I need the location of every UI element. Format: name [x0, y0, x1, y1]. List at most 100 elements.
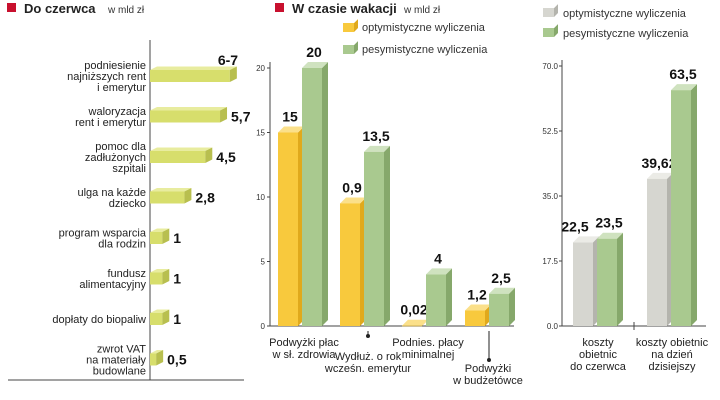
hbar-5-front — [150, 272, 163, 285]
hbar-category-label-5-line: fundusz — [107, 268, 146, 280]
panel3-ytick-label-4: 70.0 — [542, 62, 558, 71]
panel3-bar-0-0-front — [573, 242, 593, 326]
panel2-value-label-0-1: 20 — [306, 44, 322, 60]
panel2-bar-0-1-top — [302, 62, 328, 68]
panel2-bar-2-0-top — [402, 319, 428, 326]
panel2-bar-2-1-top — [426, 268, 452, 275]
panel2-value-label-3-1: 2,5 — [491, 270, 511, 286]
panel1-unit: w mld zł — [107, 5, 145, 16]
panel2-bar-0-0 — [278, 126, 304, 326]
hbar-0-end — [229, 66, 237, 82]
panel3-ytick-label-3: 52.5 — [542, 127, 558, 136]
panel2-bar-0-1-front — [302, 68, 322, 326]
panel2-legend-swatch-1-front — [343, 45, 354, 54]
panel3-category-label-0-line: koszty — [582, 337, 614, 349]
panel2-bar-1-0 — [340, 197, 366, 326]
hbar-category-label-5-line: alimentacyjny — [79, 279, 146, 291]
panel2-ytick-label-2: 10 — [256, 193, 265, 202]
hbar-value-label-1: 5,7 — [231, 109, 251, 125]
panel3-category-label-1-line: koszty obietnic — [636, 337, 709, 349]
panel2-bar-0-1-side — [322, 62, 328, 326]
panel2-value-label-1-1: 13,5 — [362, 128, 389, 144]
panel2-value-label-1-0: 0,9 — [342, 179, 362, 195]
hbar-4-end — [162, 228, 170, 244]
panel2-legend-swatch-0 — [343, 19, 358, 32]
panel2-category-label-2-line: Podnies. płacy — [392, 337, 464, 349]
panel3-legend-swatch-1 — [543, 24, 558, 37]
panel2-bar-3-1-top — [489, 287, 515, 294]
hbar-5-top — [150, 269, 170, 273]
panel2-legend-swatch-1-top — [343, 41, 358, 45]
hbar-value-label-6: 1 — [173, 311, 181, 327]
panel3-value-label-1-0: 39,62 — [641, 155, 676, 171]
panel2-category-label-0-line: Podwyżki płac — [269, 337, 339, 349]
hbar-0-top — [150, 66, 237, 70]
hbar-1-front — [150, 110, 221, 123]
panel2-bar-0-0-front — [278, 132, 298, 326]
panel2-value-label-2-1: 4 — [434, 250, 442, 266]
hbar-6 — [150, 309, 170, 325]
panel2-bar-0-0-top — [278, 126, 304, 133]
panel2-title-marker — [275, 3, 284, 12]
hbar-category-label-7-line: budowlane — [93, 366, 146, 378]
hbar-category-label-2-line: szpitali — [112, 163, 146, 175]
panel3-value-label-0-1: 23,5 — [595, 215, 622, 231]
panel3-ytick-label-0: 0.0 — [547, 322, 559, 331]
panel3-ytick-label-2: 35.0 — [542, 192, 558, 201]
panel2-legend-swatch-0-front — [343, 23, 354, 32]
panel3-bar-1-0-front — [647, 178, 667, 326]
panel2-value-label-0-0: 15 — [282, 109, 298, 125]
panel2-category-label-3-line: Podwyżki — [465, 363, 511, 375]
hbar-category-label-6-line: dopłaty do biopaliw — [52, 314, 146, 326]
panel3-legend-swatch-0-side — [554, 4, 558, 17]
hbar-7-end — [156, 350, 164, 366]
hbar-category-label-0-line: podniesienie — [84, 60, 146, 72]
hbar-category-label-0-line: najniższych rent — [67, 71, 146, 83]
panel2-ytick-label-1: 5 — [261, 258, 266, 267]
panel3-bar-1-1-side — [691, 84, 697, 327]
hbar-value-label-7: 0,5 — [167, 352, 187, 368]
panel3-category-label-0-line: obietnic — [579, 349, 617, 361]
hbar-category-label-3-line: dziecko — [109, 198, 146, 210]
panel2-bar-2-1 — [426, 268, 452, 326]
panel3-bar-1-1-top — [671, 84, 697, 91]
panel3-category-label-0-line: do czerwca — [570, 361, 627, 373]
panel3-legend-swatch-0-front — [543, 8, 554, 17]
panel2-bar-2-1-front — [426, 274, 446, 326]
hbar-4-front — [150, 232, 163, 244]
panel2-title: W czasie wakacji — [292, 1, 397, 16]
panel3-legend-swatch-1-front — [543, 28, 554, 37]
panel3-bar-0-1-side — [617, 232, 623, 326]
panel2-category-label-3-line: w budżetówce — [452, 375, 523, 387]
panel2-category-label-0-line: w sł. zdrowia — [272, 349, 337, 361]
hbar-1-top — [150, 107, 228, 111]
panel3-value-label-0-0: 22,5 — [561, 218, 588, 234]
hbar-value-label-3: 2,8 — [195, 190, 215, 206]
hbar-category-label-4-line: program wsparcia — [59, 228, 147, 240]
hbar-category-label-3-line: ulga na każde — [78, 187, 147, 199]
hbar-1-end — [220, 107, 228, 123]
hbar-6-end — [162, 309, 170, 325]
panel3-category-label-1-line: na dzień — [651, 349, 693, 361]
panel3-bar-0-0-top — [573, 236, 599, 243]
hbar-6-front — [150, 313, 163, 325]
hbar-value-label-2: 4,5 — [216, 149, 236, 165]
hbar-category-label-7-line: zwrot VAT — [97, 344, 146, 356]
panel2-bar-2-0-front — [402, 325, 422, 327]
hbar-value-label-4: 1 — [173, 230, 181, 246]
hbar-value-label-0: 6-7 — [218, 52, 238, 68]
panel2-category-label-2-line: minimalnej — [402, 349, 455, 361]
panel3-legend-label-0: optymistyczne wyliczenia — [563, 8, 687, 20]
panel3-legend-swatch-0 — [543, 4, 558, 17]
panel2-legend-swatch-0-side — [354, 19, 358, 32]
panel3-bar-1-0 — [647, 172, 673, 326]
panel3-legend-swatch-1-top — [543, 24, 558, 28]
panel3-ytick-label-1: 17.5 — [542, 257, 558, 266]
